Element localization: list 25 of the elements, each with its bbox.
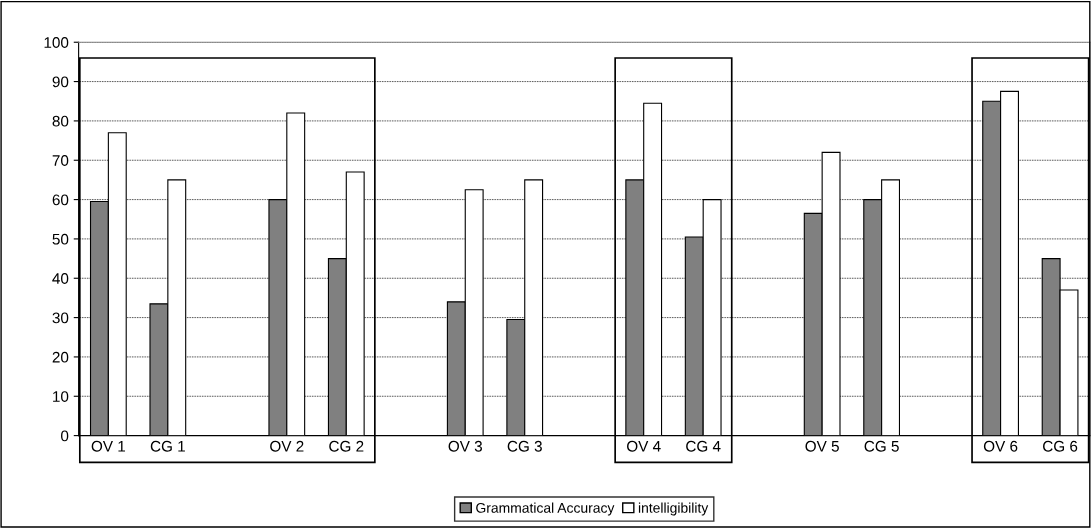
y-tick-label: 100	[44, 37, 69, 48]
legend-label: intelligibility	[638, 502, 709, 516]
y-tick-label: 90	[52, 76, 69, 88]
x-tick-label: OV 5	[805, 440, 839, 452]
y-tick-label: 60	[52, 194, 69, 206]
y-tick-label: 80	[52, 115, 69, 127]
x-tick-label: CG 6	[1043, 440, 1078, 452]
legend-label: Grammatical Accuracy	[476, 502, 615, 516]
x-tick-label: CG 3	[507, 440, 542, 452]
x-tick-label: OV 6	[983, 440, 1018, 452]
y-tick-label: 70	[52, 155, 69, 166]
x-tick-label: CG 4	[686, 440, 721, 452]
x-tick-label: CG 5	[864, 440, 899, 452]
x-tick-label: OV 1	[91, 440, 126, 452]
y-tick-label: 30	[52, 312, 69, 324]
y-tick-label: 50	[52, 233, 69, 245]
x-tick-label: CG 1	[150, 440, 185, 452]
x-tick-label: OV 3	[448, 440, 482, 452]
y-tick-label: 0	[61, 430, 69, 442]
x-tick-label: OV 2	[270, 440, 304, 452]
y-tick-label: 10	[53, 391, 69, 402]
x-tick-label: OV 4	[627, 440, 661, 452]
y-tick-label: 20	[52, 351, 69, 363]
y-tick-label: 40	[52, 273, 69, 284]
x-tick-label: CG 2	[329, 440, 364, 452]
